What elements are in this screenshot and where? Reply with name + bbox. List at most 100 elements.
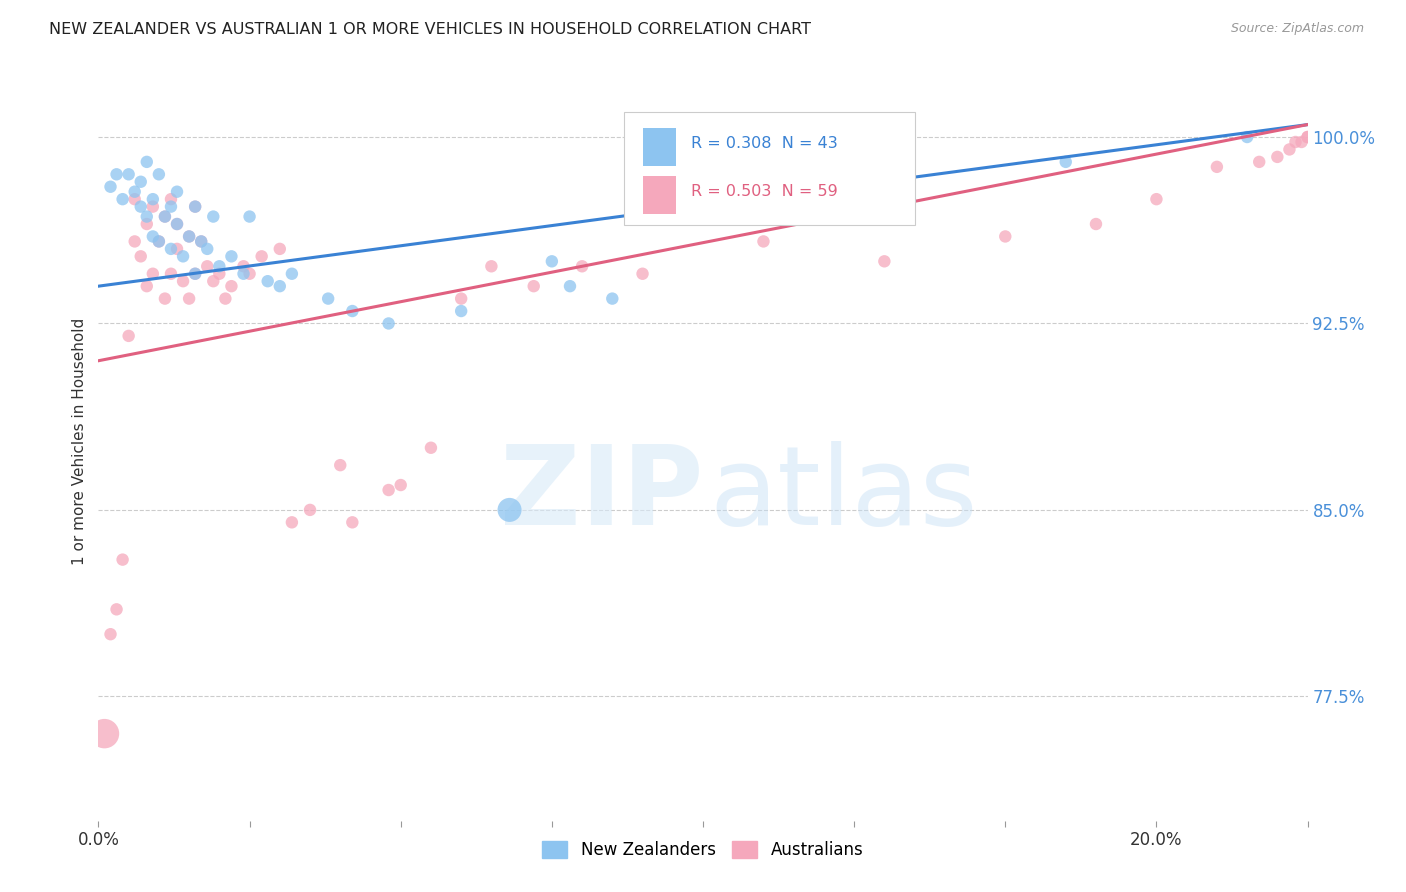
Point [481,260,503,274]
Point [153,292,176,306]
Point [214,292,236,306]
Point [195,260,218,274]
Point [498,503,520,517]
Point [450,304,472,318]
Point [179,292,201,306]
Point [221,279,243,293]
Point [281,516,304,530]
Point [873,204,896,219]
Point [135,279,157,293]
Point [129,175,152,189]
Point [450,292,472,306]
Point [342,304,364,318]
Point [166,217,188,231]
Point [208,260,231,274]
Point [208,267,231,281]
Point [558,279,581,293]
Point [166,185,188,199]
Point [135,210,157,224]
Text: R = 0.503  N = 59: R = 0.503 N = 59 [690,184,838,199]
Text: ZIP: ZIP [499,442,703,548]
Point [1085,217,1108,231]
Text: Source: ZipAtlas.com: Source: ZipAtlas.com [1230,22,1364,36]
Point [124,185,146,199]
Point [377,483,399,497]
Point [179,229,201,244]
Point [105,602,128,616]
Point [190,235,212,249]
Point [239,267,262,281]
Bar [643,128,676,166]
Point [118,329,141,343]
Point [111,552,134,566]
Point [1278,143,1301,157]
Point [571,260,593,274]
Point [129,249,152,263]
Point [202,210,225,224]
Point [316,292,339,306]
Point [299,503,322,517]
Point [105,167,128,181]
Point [752,235,775,249]
Legend: New Zealanders, Australians: New Zealanders, Australians [536,834,870,865]
Point [377,317,399,331]
Point [523,279,546,293]
Point [184,200,207,214]
Point [1284,135,1306,149]
Point [269,242,291,256]
Point [135,217,157,231]
Point [93,726,115,740]
Point [184,200,207,214]
Point [160,267,183,281]
Point [142,229,165,244]
Point [420,441,443,455]
Point [142,267,165,281]
Point [118,167,141,181]
Point [1236,130,1258,145]
Point [631,267,654,281]
Point [142,192,165,206]
Point [195,242,218,256]
Point [1249,154,1271,169]
Point [1144,192,1167,206]
Point [160,192,183,206]
Point [124,192,146,206]
Text: NEW ZEALANDER VS AUSTRALIAN 1 OR MORE VEHICLES IN HOUSEHOLD CORRELATION CHART: NEW ZEALANDER VS AUSTRALIAN 1 OR MORE VE… [49,22,811,37]
Point [329,458,352,472]
Point [1296,130,1319,145]
Point [179,229,201,244]
Point [172,249,194,263]
Point [160,200,183,214]
Text: atlas: atlas [709,442,977,548]
Point [239,210,262,224]
Point [148,235,170,249]
FancyBboxPatch shape [624,112,915,226]
Point [160,242,183,256]
Point [166,217,188,231]
Point [142,200,165,214]
Point [1267,150,1289,164]
Point [250,249,273,263]
Point [389,478,412,492]
Point [148,167,170,181]
Point [100,627,122,641]
Point [172,274,194,288]
Bar [643,176,676,214]
Point [100,179,122,194]
Point [342,516,364,530]
Point [1206,160,1229,174]
Point [135,154,157,169]
Point [1291,135,1313,149]
Point [124,235,146,249]
Point [1054,154,1077,169]
Point [190,235,212,249]
Point [1296,130,1319,145]
Point [994,229,1017,244]
Point [256,274,278,288]
Y-axis label: 1 or more Vehicles in Household: 1 or more Vehicles in Household [72,318,87,566]
Point [166,242,188,256]
Point [540,254,562,268]
Point [153,210,176,224]
Point [873,254,896,268]
Point [129,200,152,214]
